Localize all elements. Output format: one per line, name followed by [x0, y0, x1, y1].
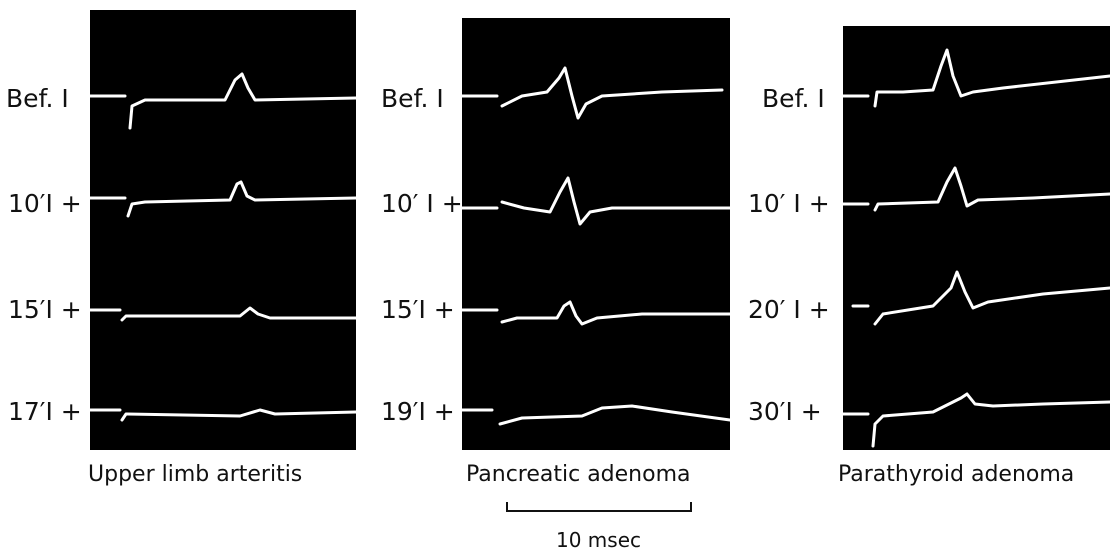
trace-17 [90, 408, 356, 422]
trace-10 [90, 180, 356, 218]
trace-30 [843, 392, 1110, 448]
panel-upper-limb-arteritis [90, 10, 356, 450]
trace-bef [843, 48, 1110, 108]
caption-parathyroid-adenoma: Parathyroid adenoma [838, 462, 1075, 487]
row-label-bef: Bef. I [381, 84, 444, 113]
trace-10 [843, 166, 1110, 212]
scale-bar: 10 msec [506, 502, 692, 556]
trace-15 [90, 306, 356, 322]
traces-parathyroid-adenoma [843, 48, 1110, 448]
trace-10 [462, 176, 730, 226]
row-label-19: 19′I + [381, 397, 455, 426]
trace-19 [462, 404, 730, 426]
trace-bef [90, 72, 356, 130]
row-label-15: 15′I + [381, 295, 455, 324]
traces-pancreatic-adenoma [462, 66, 730, 426]
row-label-20: 20′ I + [748, 295, 830, 324]
trace-bef [462, 66, 724, 120]
row-label-bef: Bef. I [6, 84, 69, 113]
row-label-30: 30′I + [748, 397, 822, 426]
row-label-10: 10′I + [8, 189, 82, 218]
trace-15 [462, 300, 730, 326]
scale-bar-label: 10 msec [556, 528, 642, 552]
caption-pancreatic-adenoma: Pancreatic adenoma [466, 462, 691, 487]
row-label-10: 10′ I + [748, 189, 830, 218]
traces-upper-limb-arteritis [90, 72, 356, 422]
row-label-15: 15′I + [8, 295, 82, 324]
row-label-10: 10′ I + [381, 189, 463, 218]
panel-pancreatic-adenoma [462, 18, 730, 450]
trace-20 [851, 270, 1110, 326]
scale-bar-line [506, 502, 692, 512]
row-label-bef: Bef. I [762, 84, 825, 113]
panel-parathyroid-adenoma [843, 26, 1110, 450]
row-label-17: 17′I + [8, 397, 82, 426]
caption-upper-limb-arteritis: Upper limb arteritis [88, 462, 303, 487]
